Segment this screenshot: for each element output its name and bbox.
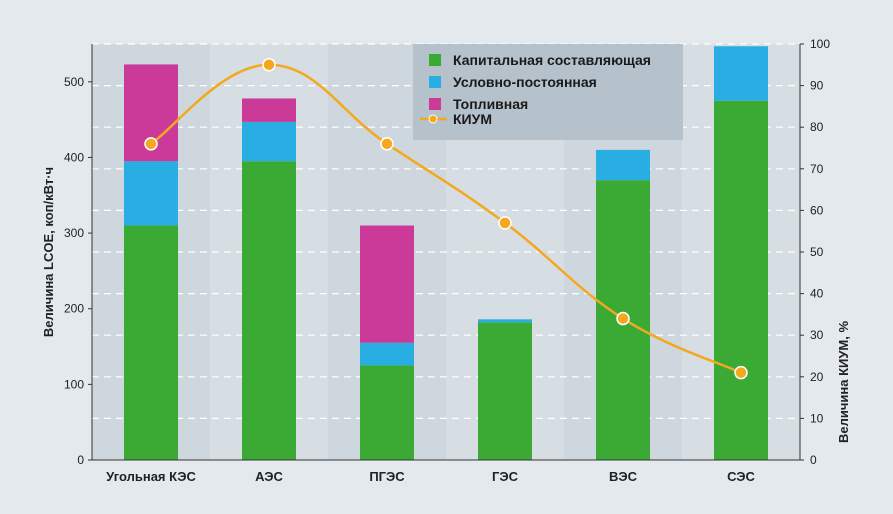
y2-tick-label: 100 xyxy=(810,37,830,51)
bar-segment xyxy=(360,365,414,460)
y2-tick-label: 80 xyxy=(810,120,824,134)
legend-label-kium: КИУМ xyxy=(453,111,492,127)
bar-segment xyxy=(242,98,296,122)
y-axis-left-title: Величина LCOE, коп/кВт·ч xyxy=(41,167,56,337)
x-tick-label: ГЭС xyxy=(492,469,519,484)
kium-point xyxy=(498,216,512,230)
x-tick-label: АЭС xyxy=(255,469,283,484)
legend-swatch-fuel xyxy=(429,98,441,110)
bar-segment xyxy=(360,225,414,343)
y2-tick-label: 40 xyxy=(810,287,824,301)
axes: 0 100 200 300 400 500 0 10 20 30 40 50 60 70 80 90 100 Уг… xyxy=(64,37,830,484)
y2-tick-label: 20 xyxy=(810,370,824,384)
y2-tick-label: 60 xyxy=(810,203,824,217)
y-tick-label: 400 xyxy=(64,150,84,164)
kium-point xyxy=(380,137,394,151)
legend-swatch-fixed xyxy=(429,76,441,88)
y2-tick-label: 50 xyxy=(810,245,824,259)
kium-point xyxy=(616,311,630,326)
bar-segment xyxy=(596,149,650,181)
y-tick-label: 100 xyxy=(64,377,84,391)
y2-tick-label: 30 xyxy=(810,328,824,342)
y-tick-label: 0 xyxy=(77,453,84,467)
y-axis-right-title: Величина КИУМ, % xyxy=(836,321,851,444)
legend-label-capital: Капитальная составляющая xyxy=(453,52,651,68)
legend-swatch-capital xyxy=(429,54,441,66)
bar-segment xyxy=(478,319,532,323)
bar-segment xyxy=(124,225,178,460)
legend-label-fuel: Топливная xyxy=(453,96,528,112)
y-tick-label: 300 xyxy=(64,226,84,240)
y2-tick-label: 10 xyxy=(810,411,824,425)
y-tick-label: 200 xyxy=(64,302,84,316)
y2-tick-label: 70 xyxy=(810,162,824,176)
y2-tick-label: 0 xyxy=(810,453,817,467)
kium-line-path xyxy=(150,63,742,374)
x-tick-label: СЭС xyxy=(727,469,755,484)
legend-label-fixed: Условно-постоянная xyxy=(453,74,597,90)
bar-segment xyxy=(714,46,768,101)
x-tick-label: Угольная КЭС xyxy=(106,469,196,484)
legend-background xyxy=(413,44,683,140)
legend-marker-kium xyxy=(428,114,438,124)
kium-line xyxy=(144,58,748,380)
y-tick-label: 500 xyxy=(64,75,84,89)
kium-point xyxy=(262,58,276,72)
legend: Капитальная составляющая Условно-постоян… xyxy=(413,44,683,140)
bar-segment xyxy=(478,322,532,460)
kium-point xyxy=(144,137,158,151)
bar-segment xyxy=(242,121,296,162)
y2-tick-label: 90 xyxy=(810,79,824,93)
bar-segment xyxy=(124,161,178,226)
bars xyxy=(124,46,768,461)
kium-point xyxy=(734,365,748,380)
x-tick-label: ВЭС xyxy=(609,469,638,484)
x-tick-label: ПГЭС xyxy=(369,469,405,484)
bar-segment xyxy=(242,161,296,460)
bar-segment xyxy=(714,100,768,461)
bar-segment xyxy=(360,342,414,366)
